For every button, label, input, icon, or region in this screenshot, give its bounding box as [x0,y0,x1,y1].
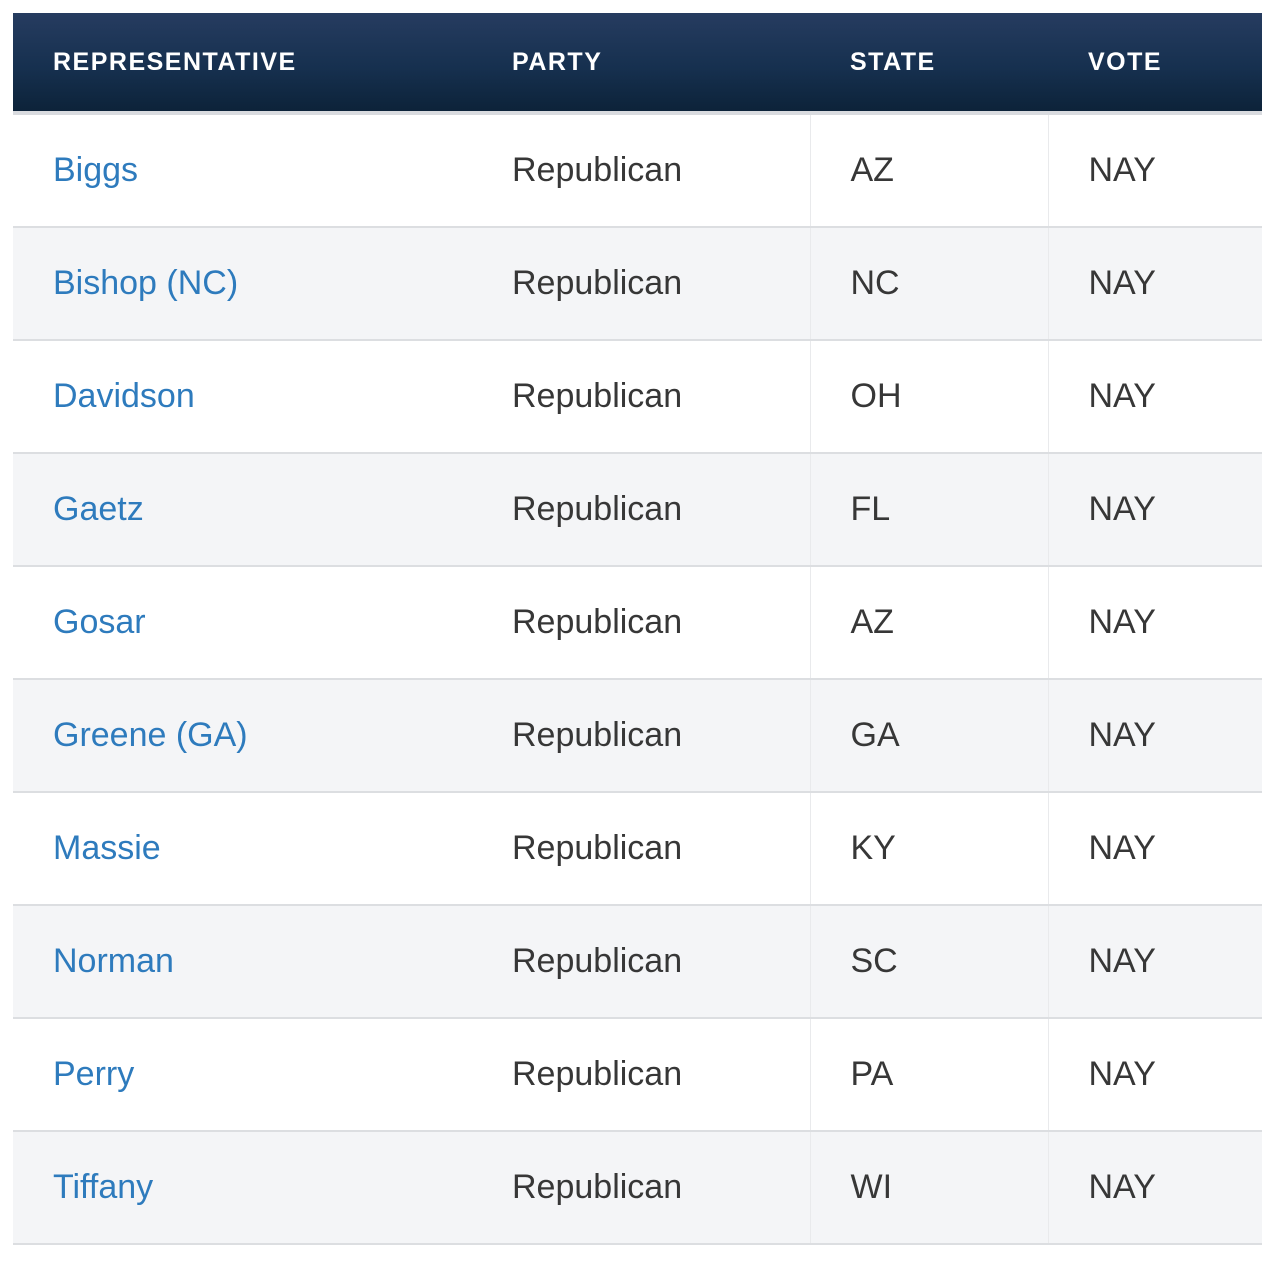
party-cell: Republican [472,227,810,341]
vote-cell: NAY [1048,1018,1262,1132]
representative-link[interactable]: Biggs [53,151,139,189]
representative-link[interactable]: Gaetz [53,490,144,528]
column-header-party: PARTY [472,13,810,115]
table-body: Biggs Republican AZ NAY Bishop (NC) Repu… [13,113,1262,1245]
state-cell: KY [809,792,1049,906]
vote-cell: NAY [1048,1131,1262,1245]
state-cell: AZ [809,566,1049,680]
party-cell: Republican [472,453,810,567]
table-row: Biggs Republican AZ NAY [13,113,1262,228]
table-row: Gosar Republican AZ NAY [13,566,1262,680]
vote-cell: NAY [1048,453,1262,567]
state-cell: NC [809,227,1049,341]
representative-cell: Gosar [13,566,472,680]
representative-link[interactable]: Tiffany [53,1168,154,1206]
table-row: Tiffany Republican WI NAY [13,1131,1262,1245]
state-cell: AZ [809,113,1049,228]
vote-cell: NAY [1048,113,1262,228]
table-row: Norman Republican SC NAY [13,905,1262,1019]
representative-link[interactable]: Massie [53,829,161,867]
vote-cell: NAY [1048,227,1262,341]
column-header-representative: REPRESENTATIVE [13,13,472,115]
votes-table: REPRESENTATIVE PARTY STATE VOTE Biggs Re… [13,13,1262,1245]
vote-cell: NAY [1048,340,1262,454]
state-cell: OH [809,340,1049,454]
state-cell: FL [809,453,1049,567]
party-cell: Republican [472,113,810,228]
table-row: Gaetz Republican FL NAY [13,453,1262,567]
party-cell: Republican [472,1131,810,1245]
representative-cell: Bishop (NC) [13,227,472,341]
representative-cell: Norman [13,905,472,1019]
table-row: Bishop (NC) Republican NC NAY [13,227,1262,341]
representative-cell: Greene (GA) [13,679,472,793]
representative-cell: Tiffany [13,1131,472,1245]
table-row: Perry Republican PA NAY [13,1018,1262,1132]
state-cell: GA [809,679,1049,793]
column-header-state: STATE [810,13,1048,115]
column-header-vote: VOTE [1048,13,1262,115]
party-cell: Republican [472,905,810,1019]
vote-cell: NAY [1048,566,1262,680]
table-header: REPRESENTATIVE PARTY STATE VOTE [13,13,1262,115]
state-cell: SC [809,905,1049,1019]
representative-link[interactable]: Greene (GA) [53,716,248,754]
party-cell: Republican [472,1018,810,1132]
state-cell: WI [809,1131,1049,1245]
vote-table-container: REPRESENTATIVE PARTY STATE VOTE Biggs Re… [13,13,1262,1245]
party-cell: Republican [472,340,810,454]
representative-cell: Gaetz [13,453,472,567]
table-row: Greene (GA) Republican GA NAY [13,679,1262,793]
vote-cell: NAY [1048,905,1262,1019]
header-row: REPRESENTATIVE PARTY STATE VOTE [13,13,1262,115]
representative-cell: Perry [13,1018,472,1132]
representative-link[interactable]: Norman [53,942,174,980]
representative-cell: Davidson [13,340,472,454]
vote-cell: NAY [1048,679,1262,793]
representative-cell: Massie [13,792,472,906]
representative-link[interactable]: Perry [53,1055,135,1093]
representative-cell: Biggs [13,113,472,228]
party-cell: Republican [472,792,810,906]
party-cell: Republican [472,679,810,793]
state-cell: PA [809,1018,1049,1132]
table-row: Massie Republican KY NAY [13,792,1262,906]
party-cell: Republican [472,566,810,680]
table-row: Davidson Republican OH NAY [13,340,1262,454]
representative-link[interactable]: Bishop (NC) [53,264,239,302]
representative-link[interactable]: Gosar [53,603,146,641]
vote-cell: NAY [1048,792,1262,906]
representative-link[interactable]: Davidson [53,377,195,415]
